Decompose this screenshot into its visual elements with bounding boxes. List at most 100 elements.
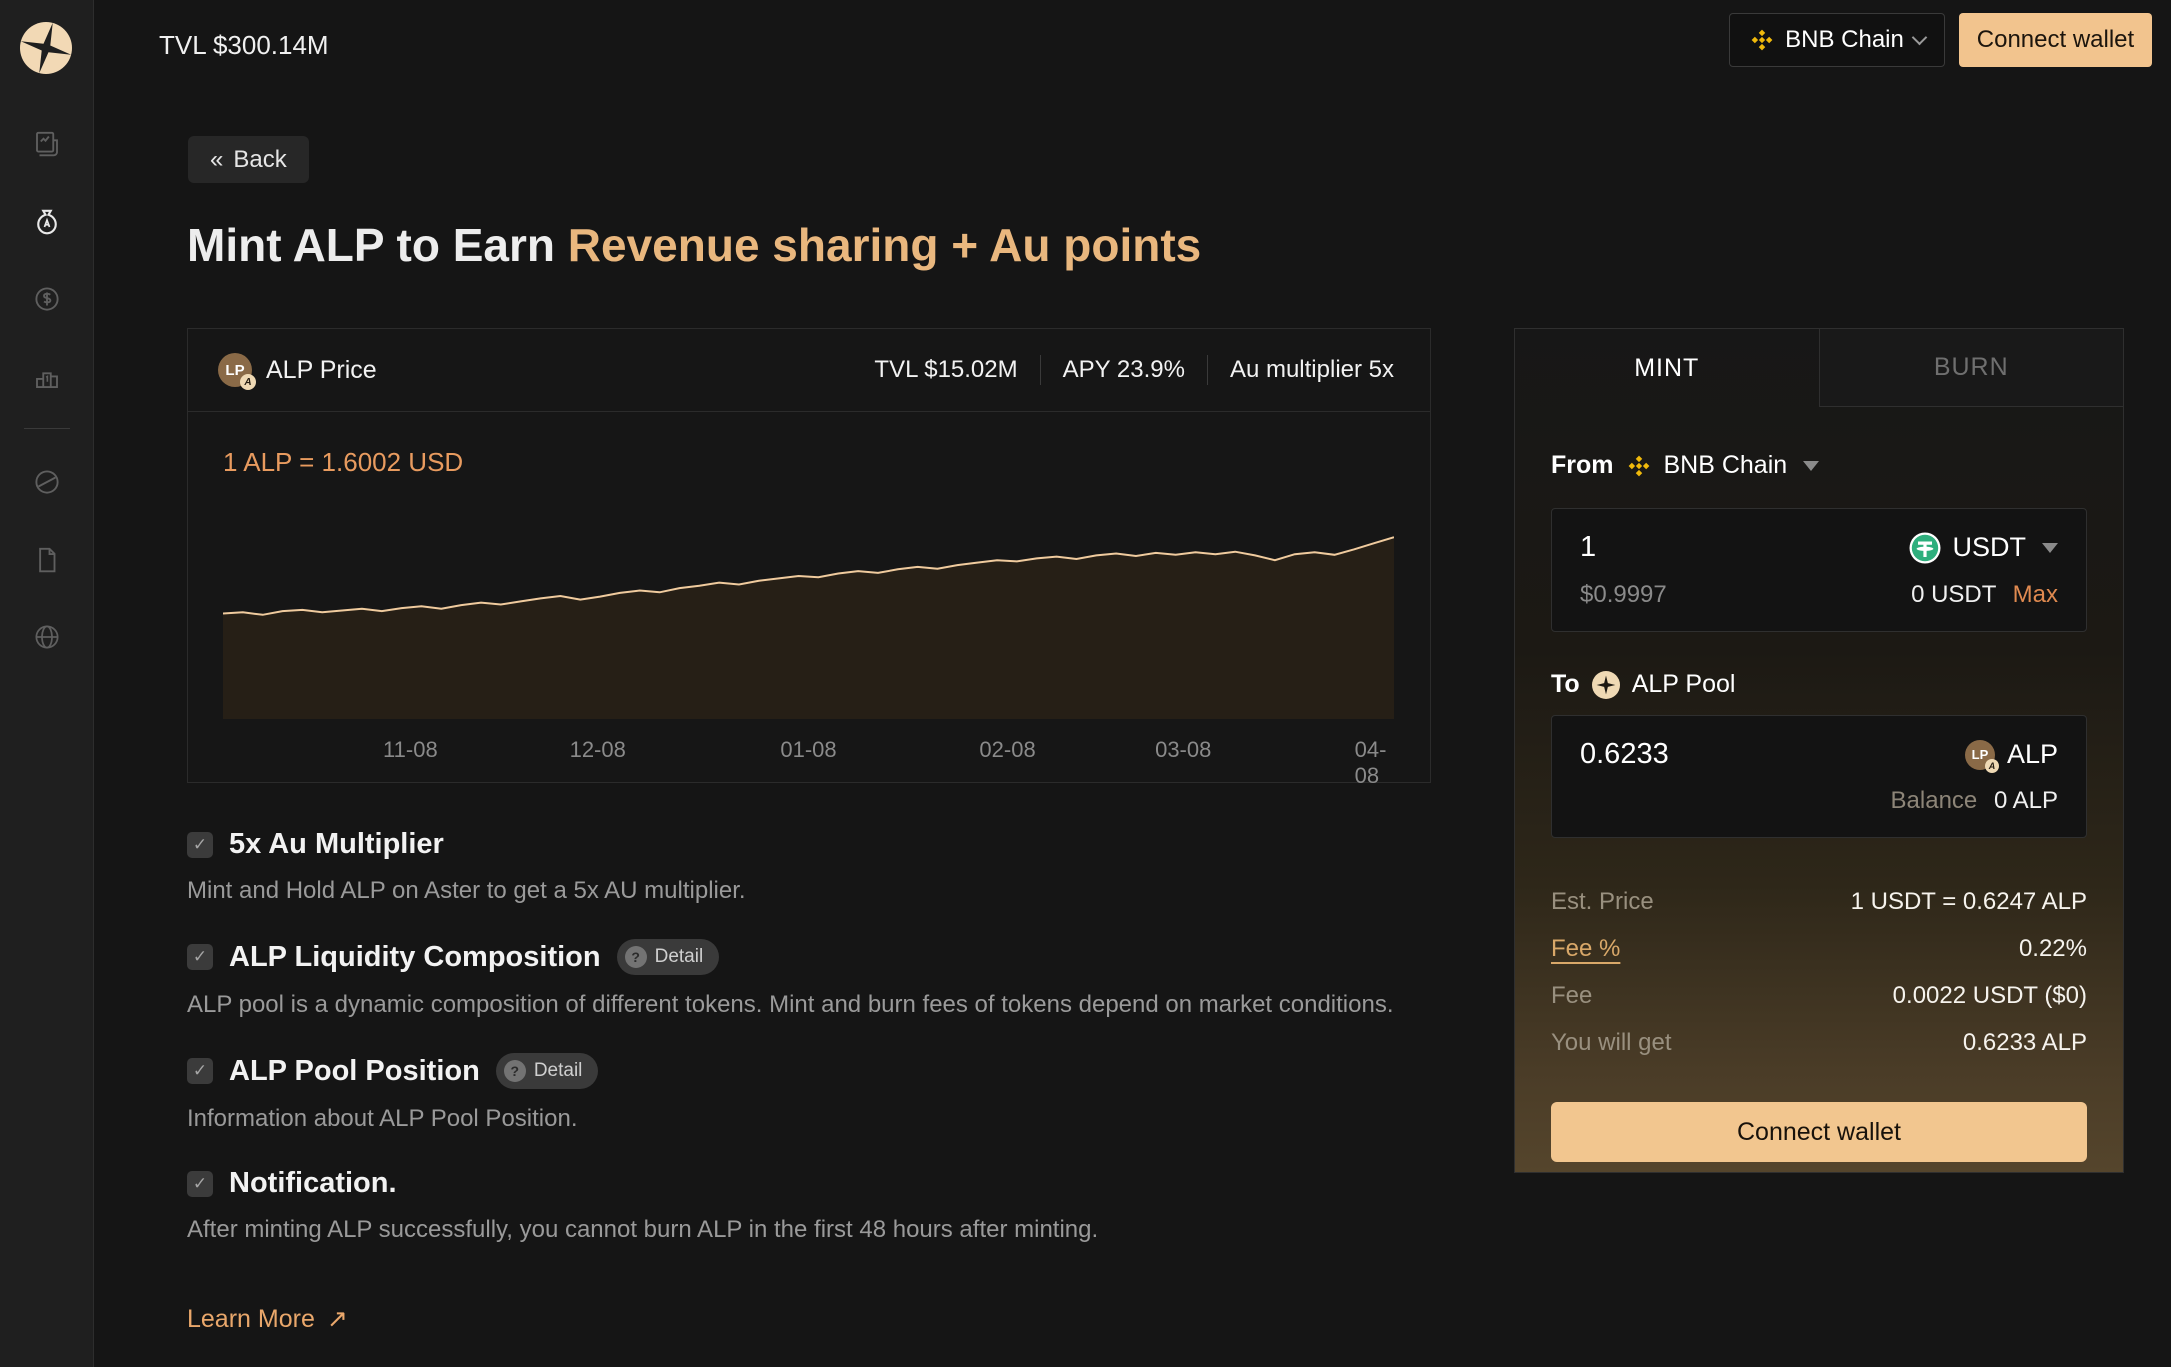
- to-pool-label: ALP Pool: [1631, 670, 1736, 698]
- connect-wallet-button-panel[interactable]: Connect wallet: [1551, 1102, 2087, 1162]
- sidebar-item-markets[interactable]: [27, 124, 67, 164]
- au-multiplier-stat: Au multiplier 5x: [1229, 356, 1394, 383]
- dollar-circle-icon: [35, 287, 59, 311]
- document-icon: [39, 547, 56, 573]
- pay-amount-box: USDT $0.9997 0 USDT Max: [1551, 508, 2087, 632]
- fee-percent-link[interactable]: Fee %: [1551, 935, 1621, 962]
- section-desc: Information about ALP Pool Position.: [187, 1105, 578, 1132]
- money-bag-icon: [37, 209, 57, 235]
- podium-icon: [36, 372, 58, 388]
- section-au-multiplier: ✓ 5x Au Multiplier Mint and Hold ALP on …: [187, 828, 1431, 905]
- checkbox-checked-icon[interactable]: ✓: [187, 1170, 213, 1197]
- receive-token-label: ALP: [2006, 739, 2058, 769]
- receive-amount-box: 0.6233 LP A ALP Balance 0 ALP: [1551, 715, 2087, 838]
- x-tick-label: 11-08: [383, 737, 438, 762]
- global-tvl-label: TVL $300.14M: [159, 30, 329, 60]
- x-tick-label: 03-08: [1155, 737, 1212, 762]
- back-label: Back: [233, 145, 287, 173]
- mint-stats: Est. Price 1 USDT = 0.6247 ALP Fee % 0.2…: [1551, 888, 2087, 1057]
- chevron-down-icon: [1911, 29, 1928, 45]
- tab-mint[interactable]: MINT: [1634, 353, 1700, 382]
- x-tick-label: 02-08: [979, 737, 1036, 762]
- checkbox-checked-icon[interactable]: ✓: [187, 944, 213, 970]
- max-button[interactable]: Max: [2012, 581, 2058, 608]
- detail-label: Detail: [654, 946, 704, 967]
- tab-burn[interactable]: BURN: [1818, 329, 2123, 407]
- pay-balance: 0 USDT: [1911, 581, 1996, 608]
- sidebar: [0, 0, 94, 1367]
- receive-balance: 0 ALP: [1993, 787, 2058, 814]
- section-title: ALP Pool Position: [229, 1054, 480, 1087]
- sidebar-item-leaderboard[interactable]: [27, 357, 67, 397]
- section-liquidity-composition: ✓ ALP Liquidity Composition ? Detail ALP…: [187, 939, 1431, 1019]
- mint-panel: MINT BURN From BNB Chain USDT: [1514, 328, 2124, 1173]
- sidebar-item-docs[interactable]: [27, 540, 67, 580]
- back-chevrons-icon: «: [210, 145, 224, 173]
- balance-label: Balance: [1890, 787, 1978, 814]
- pay-token-selector[interactable]: USDT: [1909, 532, 2058, 564]
- pool-tvl-stat: TVL $15.02M: [874, 356, 1018, 383]
- question-icon: ?: [624, 946, 647, 968]
- sidebar-item-earn[interactable]: [27, 202, 67, 242]
- stat-divider: [1039, 355, 1041, 385]
- sidebar-item-language[interactable]: [27, 617, 67, 657]
- alp-price-chart: [223, 519, 1394, 719]
- usdt-icon: [1909, 532, 1940, 563]
- chart-x-ticks: 11-08 12-08 01-08 02-08 03-08 04-08: [223, 737, 1394, 788]
- pay-token-label: USDT: [1952, 532, 2027, 562]
- bnb-chain-icon: [1628, 455, 1649, 476]
- receive-token: LP A ALP: [1964, 739, 2058, 773]
- pay-usd-value: $0.9997: [1580, 581, 1667, 608]
- pool-position-detail-button[interactable]: ? Detail: [495, 1053, 599, 1089]
- current-price-label: 1 ALP = 1.6002 USD: [223, 447, 464, 477]
- checkbox-checked-icon[interactable]: ✓: [187, 831, 213, 858]
- to-pool-row: To ALP Pool: [1551, 670, 2087, 699]
- fee-label: Fee: [1551, 982, 1593, 1009]
- section-title: ALP Liquidity Composition: [229, 940, 601, 973]
- checkbox-checked-icon[interactable]: ✓: [187, 1058, 213, 1084]
- connect-wallet-button-top[interactable]: Connect wallet: [1959, 13, 2152, 67]
- price-card-title: ALP Price: [266, 355, 377, 384]
- external-arrow-icon: ↗: [326, 1305, 348, 1333]
- fee-value: 0.0022 USDT ($0): [1892, 982, 2087, 1009]
- est-price-row: Est. Price 1 USDT = 0.6247 ALP: [1551, 888, 2087, 916]
- section-title: Notification.: [229, 1167, 397, 1199]
- alp-token-icon: LP A: [218, 353, 256, 390]
- from-chain-row[interactable]: From BNB Chain: [1551, 451, 2087, 480]
- chain-selector[interactable]: BNB Chain: [1729, 13, 1945, 67]
- you-will-get-label: You will get: [1551, 1029, 1672, 1056]
- section-desc: After minting ALP successfully, you cann…: [187, 1216, 1099, 1243]
- liquidity-detail-button[interactable]: ? Detail: [616, 939, 720, 975]
- sidebar-item-token[interactable]: [27, 462, 67, 502]
- est-price-value: 1 USDT = 0.6247 ALP: [1850, 888, 2087, 915]
- chain-selector-label: BNB Chain: [1785, 26, 1904, 53]
- chart-price-line: [223, 536, 1394, 616]
- page-title: Mint ALP to Earn Revenue sharing + Au po…: [187, 218, 1201, 272]
- section-desc: Mint and Hold ALP on Aster to get a 5x A…: [187, 877, 746, 904]
- learn-more-link[interactable]: Learn More ↗: [187, 1304, 348, 1334]
- price-card-stats: TVL $15.02M APY 23.9% Au multiplier 5x: [874, 355, 1394, 385]
- pay-amount-input[interactable]: [1580, 531, 1840, 564]
- page-title-plain: Mint ALP to Earn: [187, 219, 568, 271]
- aster-logo-icon[interactable]: [20, 22, 72, 74]
- alp-price-chart-svg: [223, 536, 1394, 719]
- mint-burn-tabs: MINT BURN: [1515, 329, 2123, 407]
- learn-more-label: Learn More: [187, 1304, 315, 1333]
- lp-badge-text: LP: [225, 361, 245, 379]
- sidebar-item-rewards[interactable]: [27, 279, 67, 319]
- sidebar-divider: [24, 428, 70, 429]
- info-sections: ✓ 5x Au Multiplier Mint and Hold ALP on …: [187, 828, 1431, 1334]
- aster-sub-badge: A: [240, 374, 256, 390]
- x-tick-label: 04-08: [1354, 737, 1387, 788]
- price-card-header: LP A ALP Price TVL $15.02M APY 23.9% Au …: [188, 329, 1430, 412]
- stat-divider: [1206, 355, 1208, 385]
- aster-pool-icon: [1591, 670, 1620, 699]
- you-will-get-row: You will get 0.6233 ALP: [1551, 1029, 2087, 1057]
- x-tick-label: 01-08: [780, 737, 837, 762]
- alp-price-card: LP A ALP Price TVL $15.02M APY 23.9% Au …: [187, 328, 1431, 788]
- question-icon: ?: [503, 1060, 526, 1082]
- back-button[interactable]: « Back: [188, 136, 309, 183]
- page-title-accent: Revenue sharing + Au points: [567, 219, 1202, 271]
- chart-doc-icon: [36, 131, 58, 157]
- section-desc: ALP pool is a dynamic composition of dif…: [187, 991, 1394, 1018]
